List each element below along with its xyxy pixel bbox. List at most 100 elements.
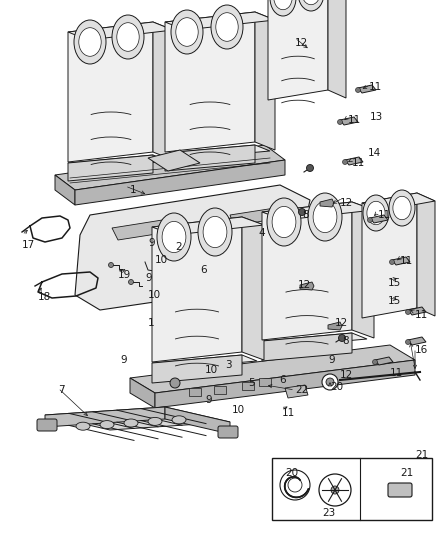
Ellipse shape <box>157 213 191 261</box>
Text: 1: 1 <box>130 185 136 195</box>
Circle shape <box>338 335 345 342</box>
Text: 5: 5 <box>247 378 254 388</box>
Circle shape <box>405 340 410 344</box>
Ellipse shape <box>76 422 90 430</box>
Text: 11: 11 <box>377 210 390 220</box>
Polygon shape <box>374 357 392 365</box>
FancyBboxPatch shape <box>218 426 237 438</box>
Text: 6: 6 <box>200 265 206 275</box>
Polygon shape <box>153 22 173 160</box>
Circle shape <box>405 310 410 314</box>
Text: 20: 20 <box>329 382 343 392</box>
Circle shape <box>287 478 301 492</box>
Text: 15: 15 <box>387 296 400 306</box>
Text: 12: 12 <box>334 318 347 328</box>
Polygon shape <box>68 155 153 181</box>
Circle shape <box>389 260 394 264</box>
Ellipse shape <box>171 10 202 54</box>
Ellipse shape <box>117 23 139 51</box>
Polygon shape <box>361 193 434 211</box>
Polygon shape <box>165 407 230 434</box>
Ellipse shape <box>198 208 231 256</box>
Polygon shape <box>68 22 153 162</box>
Ellipse shape <box>100 421 114 429</box>
Polygon shape <box>152 355 256 369</box>
Text: 13: 13 <box>369 112 382 122</box>
Polygon shape <box>339 117 357 125</box>
Circle shape <box>279 470 309 500</box>
FancyBboxPatch shape <box>189 388 201 396</box>
Bar <box>272 458 431 520</box>
Polygon shape <box>152 217 241 362</box>
Polygon shape <box>261 333 351 361</box>
Polygon shape <box>75 185 309 310</box>
Circle shape <box>325 378 333 386</box>
Polygon shape <box>130 345 414 393</box>
Text: 12: 12 <box>294 38 307 48</box>
Ellipse shape <box>273 0 291 10</box>
Circle shape <box>318 474 350 506</box>
Polygon shape <box>68 155 168 169</box>
Circle shape <box>298 208 305 215</box>
Polygon shape <box>130 378 155 408</box>
Circle shape <box>367 217 372 222</box>
Polygon shape <box>299 282 313 290</box>
Polygon shape <box>284 385 307 398</box>
Polygon shape <box>261 202 373 220</box>
Ellipse shape <box>362 195 388 231</box>
Ellipse shape <box>266 198 300 246</box>
Text: 18: 18 <box>38 292 51 302</box>
Ellipse shape <box>124 419 138 427</box>
Polygon shape <box>55 175 75 205</box>
Text: 10: 10 <box>148 290 161 300</box>
Text: 9: 9 <box>327 355 334 365</box>
Text: 21: 21 <box>414 450 427 460</box>
Polygon shape <box>112 218 182 240</box>
Polygon shape <box>407 337 425 345</box>
Text: 12: 12 <box>339 198 353 208</box>
Text: 11: 11 <box>414 310 427 320</box>
Polygon shape <box>165 145 269 159</box>
Text: 7: 7 <box>58 385 64 395</box>
Ellipse shape <box>148 417 162 425</box>
Polygon shape <box>155 360 414 408</box>
Polygon shape <box>230 208 279 226</box>
FancyBboxPatch shape <box>241 382 254 390</box>
Text: 12: 12 <box>297 280 311 290</box>
Text: 10: 10 <box>231 405 244 415</box>
Text: 15: 15 <box>387 278 400 288</box>
Polygon shape <box>241 217 263 360</box>
Polygon shape <box>152 355 241 383</box>
Polygon shape <box>261 202 351 340</box>
Ellipse shape <box>269 0 295 16</box>
Polygon shape <box>319 199 333 207</box>
Ellipse shape <box>272 206 295 238</box>
Polygon shape <box>152 217 263 235</box>
Ellipse shape <box>366 201 384 225</box>
Text: 11: 11 <box>368 82 381 92</box>
Circle shape <box>372 359 377 365</box>
Text: 10: 10 <box>155 255 168 265</box>
Polygon shape <box>327 322 341 330</box>
Text: 8: 8 <box>301 210 308 220</box>
Ellipse shape <box>74 20 106 64</box>
Polygon shape <box>391 257 409 265</box>
Polygon shape <box>148 150 200 171</box>
Text: 9: 9 <box>145 273 151 283</box>
Text: 4: 4 <box>258 228 264 238</box>
Text: 11: 11 <box>347 115 360 125</box>
Ellipse shape <box>175 18 198 46</box>
Circle shape <box>355 87 360 93</box>
Polygon shape <box>159 241 209 265</box>
Text: 9: 9 <box>120 355 126 365</box>
Text: 16: 16 <box>414 345 427 355</box>
Circle shape <box>108 262 113 268</box>
FancyBboxPatch shape <box>258 378 270 386</box>
Ellipse shape <box>211 5 243 49</box>
Text: 11: 11 <box>399 256 412 266</box>
Ellipse shape <box>297 0 323 11</box>
Text: 9: 9 <box>205 395 211 405</box>
Text: 19: 19 <box>118 270 131 280</box>
Circle shape <box>342 159 347 165</box>
FancyBboxPatch shape <box>213 386 226 394</box>
